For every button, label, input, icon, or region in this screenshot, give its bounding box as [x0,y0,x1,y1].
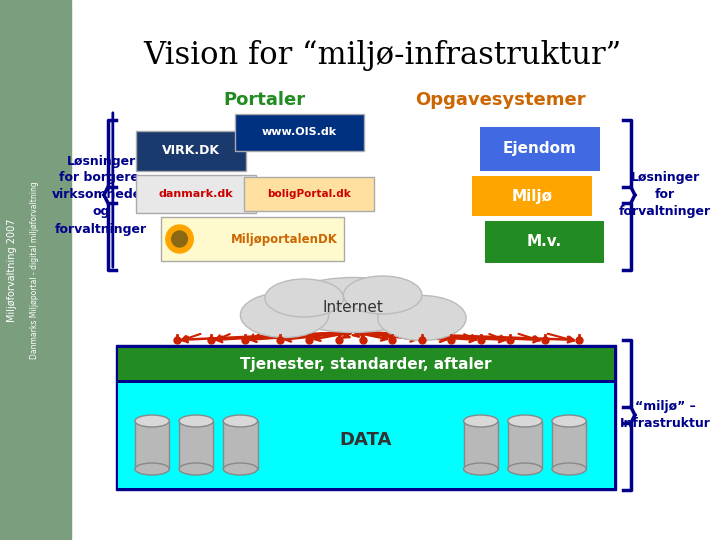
FancyBboxPatch shape [472,176,592,216]
Text: danmark.dk: danmark.dk [159,189,233,199]
Ellipse shape [552,415,586,427]
FancyBboxPatch shape [508,421,542,469]
Text: Løsninger
for borgere,
virksomheden
og
forvaltninger: Løsninger for borgere, virksomheden og f… [52,154,150,235]
FancyBboxPatch shape [116,345,616,490]
Ellipse shape [343,276,422,314]
Text: Løsninger
for
forvaltninger: Løsninger for forvaltninger [619,172,711,219]
Ellipse shape [135,415,169,427]
Ellipse shape [464,463,498,475]
Ellipse shape [378,295,466,341]
Ellipse shape [135,463,169,475]
Ellipse shape [508,463,542,475]
Bar [0,0,71,540]
FancyBboxPatch shape [485,221,604,263]
Text: Miljø: Miljø [511,188,552,204]
FancyBboxPatch shape [223,421,258,469]
Text: Vision for “miljø-infrastruktur”: Vision for “miljø-infrastruktur” [143,40,622,71]
Text: VIRK.DK: VIRK.DK [162,145,220,158]
Ellipse shape [179,463,213,475]
Ellipse shape [508,415,542,427]
FancyBboxPatch shape [552,421,586,469]
FancyBboxPatch shape [161,217,344,261]
FancyBboxPatch shape [118,383,614,488]
Ellipse shape [223,415,258,427]
Text: Miljøforvaltning 2007: Miljøforvaltning 2007 [6,218,17,322]
Ellipse shape [464,415,498,427]
Text: “miljø” –
Infrastruktur: “miljø” – Infrastruktur [620,400,711,430]
Text: DATA: DATA [340,431,392,449]
Text: www.OIS.dk: www.OIS.dk [261,127,337,137]
FancyBboxPatch shape [179,421,213,469]
FancyBboxPatch shape [464,421,498,469]
FancyBboxPatch shape [136,131,246,171]
Ellipse shape [552,463,586,475]
Text: Danmarks Miljøportal - digital miljøforvaltning: Danmarks Miljøportal - digital miljøforv… [30,181,39,359]
Text: M.v.: M.v. [527,234,562,249]
Ellipse shape [279,278,427,333]
FancyBboxPatch shape [235,114,364,151]
Text: MiljøportalenDK: MiljøportalenDK [231,233,338,246]
Text: Tjenester, standarder, aftaler: Tjenester, standarder, aftaler [240,356,492,372]
FancyBboxPatch shape [244,177,374,211]
Text: Internet: Internet [323,300,384,315]
Ellipse shape [179,415,213,427]
FancyBboxPatch shape [118,348,614,380]
Ellipse shape [223,463,258,475]
FancyBboxPatch shape [0,0,71,540]
FancyBboxPatch shape [135,421,169,469]
Text: Opgavesystemer: Opgavesystemer [415,91,586,109]
Text: Ejendom: Ejendom [503,141,577,157]
Circle shape [166,225,193,253]
FancyBboxPatch shape [136,175,256,213]
Ellipse shape [265,279,343,317]
Circle shape [171,231,187,247]
Ellipse shape [240,293,329,338]
FancyBboxPatch shape [480,127,600,171]
Text: boligPortal.dk: boligPortal.dk [267,189,351,199]
Text: Portaler: Portaler [224,91,306,109]
